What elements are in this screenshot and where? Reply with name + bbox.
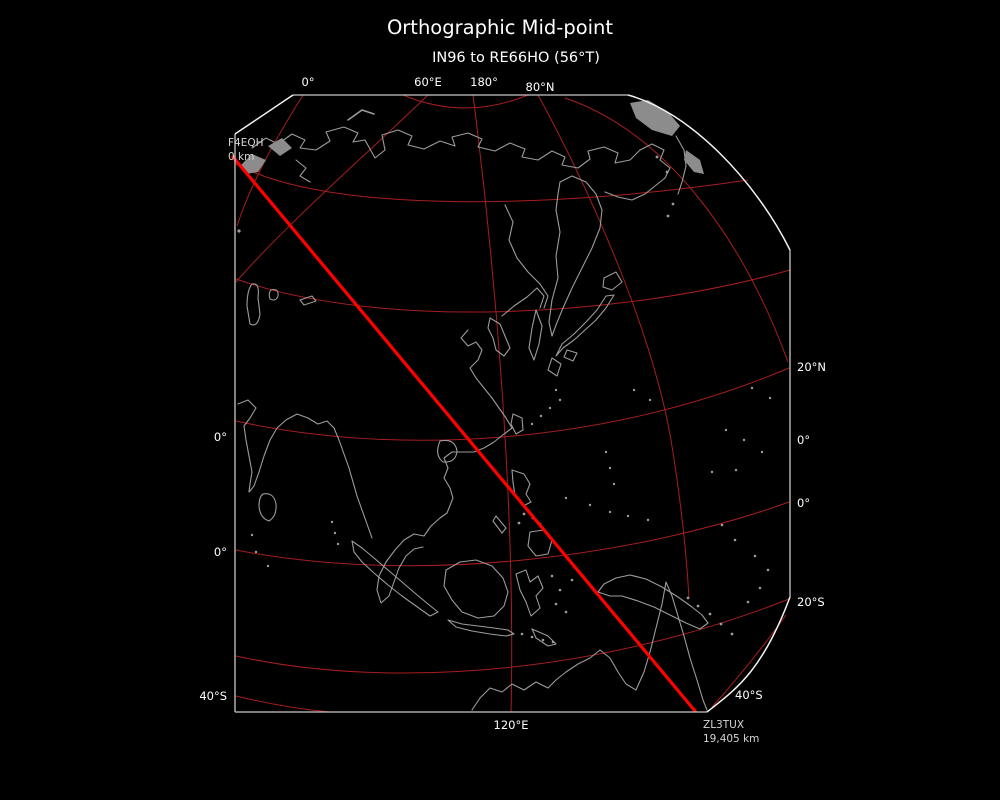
limb-bottom-right [706, 596, 791, 713]
coastline-korea [487, 317, 511, 357]
globe-limb [234, 94, 791, 713]
graticule-parallel-20s [235, 598, 790, 674]
coastline-palawan [492, 515, 507, 534]
coastline-aral [268, 289, 279, 301]
graticule-meridian-limb [564, 97, 789, 363]
tick-bottom-120e: 120°E [494, 718, 529, 732]
graticule-parallel-60n [235, 163, 749, 203]
end-station-callsign: ZL3TUX [703, 719, 744, 731]
tick-right-0b: 0° [797, 496, 810, 510]
landmass-scandinavia [240, 154, 266, 174]
station-labels: F4EQH 0 km ZL3TUX 19,405 km [228, 137, 759, 745]
tick-right-20s: 20°S [797, 595, 825, 609]
coastline-kyushu [547, 357, 562, 377]
titles: Orthographic Mid-point IN96 to RE66HO (5… [387, 16, 613, 66]
tick-right-20n: 20°N [797, 360, 826, 374]
graticule-meridian-60e [235, 94, 429, 283]
figure-subtitle: IN96 to RE66HO (56°T) [432, 50, 600, 66]
start-station-distance: 0 km [228, 151, 254, 163]
tick-top-80n: 80°N [526, 80, 555, 94]
coastline-sri-lanka [258, 493, 277, 522]
coastline-timor [531, 628, 557, 647]
coastline-luzon [511, 469, 532, 507]
start-station-callsign: F4EQH [228, 137, 264, 149]
tick-top-60e: 60°E [414, 75, 442, 89]
coastline-honshu [555, 294, 615, 357]
coastline-kamchatka [548, 175, 603, 337]
coastline-siberia [251, 126, 641, 169]
graticule-parallel-40s-left [235, 695, 331, 713]
landmass-kola [268, 138, 292, 156]
graticule [235, 94, 791, 713]
tick-left-0b: 0° [214, 545, 227, 559]
graticule-parallel-equator [235, 501, 790, 567]
graticule-meridian-180-east [537, 94, 690, 599]
coastline-sakhalin [528, 309, 543, 361]
coastline-australia [471, 581, 708, 711]
coastline-taiwan [510, 413, 524, 435]
tick-inner-40s: 40°S [735, 688, 763, 702]
coastline-india [237, 399, 373, 539]
coastline-borneo [443, 559, 509, 619]
coastline-white-sea [295, 159, 311, 183]
coastline-alaska [675, 135, 687, 195]
tick-left-40s: 40°S [199, 689, 227, 703]
coastline-balkhash [299, 295, 317, 306]
graticule-meridian-0 [236, 94, 304, 227]
coastline-sumatra [351, 540, 439, 617]
graticule-meridian-120e [472, 94, 513, 713]
limb-top-left [234, 94, 294, 135]
graticule-parallel-40n [235, 269, 791, 313]
coastline-hainan [437, 439, 458, 463]
coastline-shikoku [563, 349, 578, 362]
coastline-china-indochina [376, 329, 513, 604]
coastline-novaya-zemlya [347, 109, 375, 121]
coastline-caspian [246, 283, 261, 326]
axis-tick-labels: 0° 60°E 180° 80°N 0° 0° 40°S 20°N 0° 0° … [199, 75, 826, 732]
graticule-parallel-80n [402, 94, 529, 109]
coastline-primorye [501, 287, 545, 317]
tick-top-180: 180° [470, 75, 498, 89]
end-station-distance: 19,405 km [703, 733, 759, 745]
coastline-chukotka [604, 143, 671, 201]
coastline-java [447, 619, 515, 637]
tick-right-0a: 0° [797, 433, 810, 447]
great-circle-path [231, 155, 697, 713]
map-frame [234, 94, 791, 713]
coastline-sulawesi [515, 569, 544, 617]
landmass-alaska-south [684, 150, 704, 174]
coastline-new-guinea [597, 574, 709, 630]
coastline-hokkaido [602, 271, 623, 291]
tick-left-0a: 0° [214, 430, 227, 444]
limb-top-right [627, 94, 791, 251]
coastlines [237, 109, 709, 711]
landmass-blobs [240, 100, 704, 174]
figure-title: Orthographic Mid-point [387, 16, 613, 39]
tick-top-0: 0° [301, 75, 314, 89]
landmass-chukotka-alaska [630, 100, 680, 136]
coastline-okhotsk [504, 204, 549, 309]
